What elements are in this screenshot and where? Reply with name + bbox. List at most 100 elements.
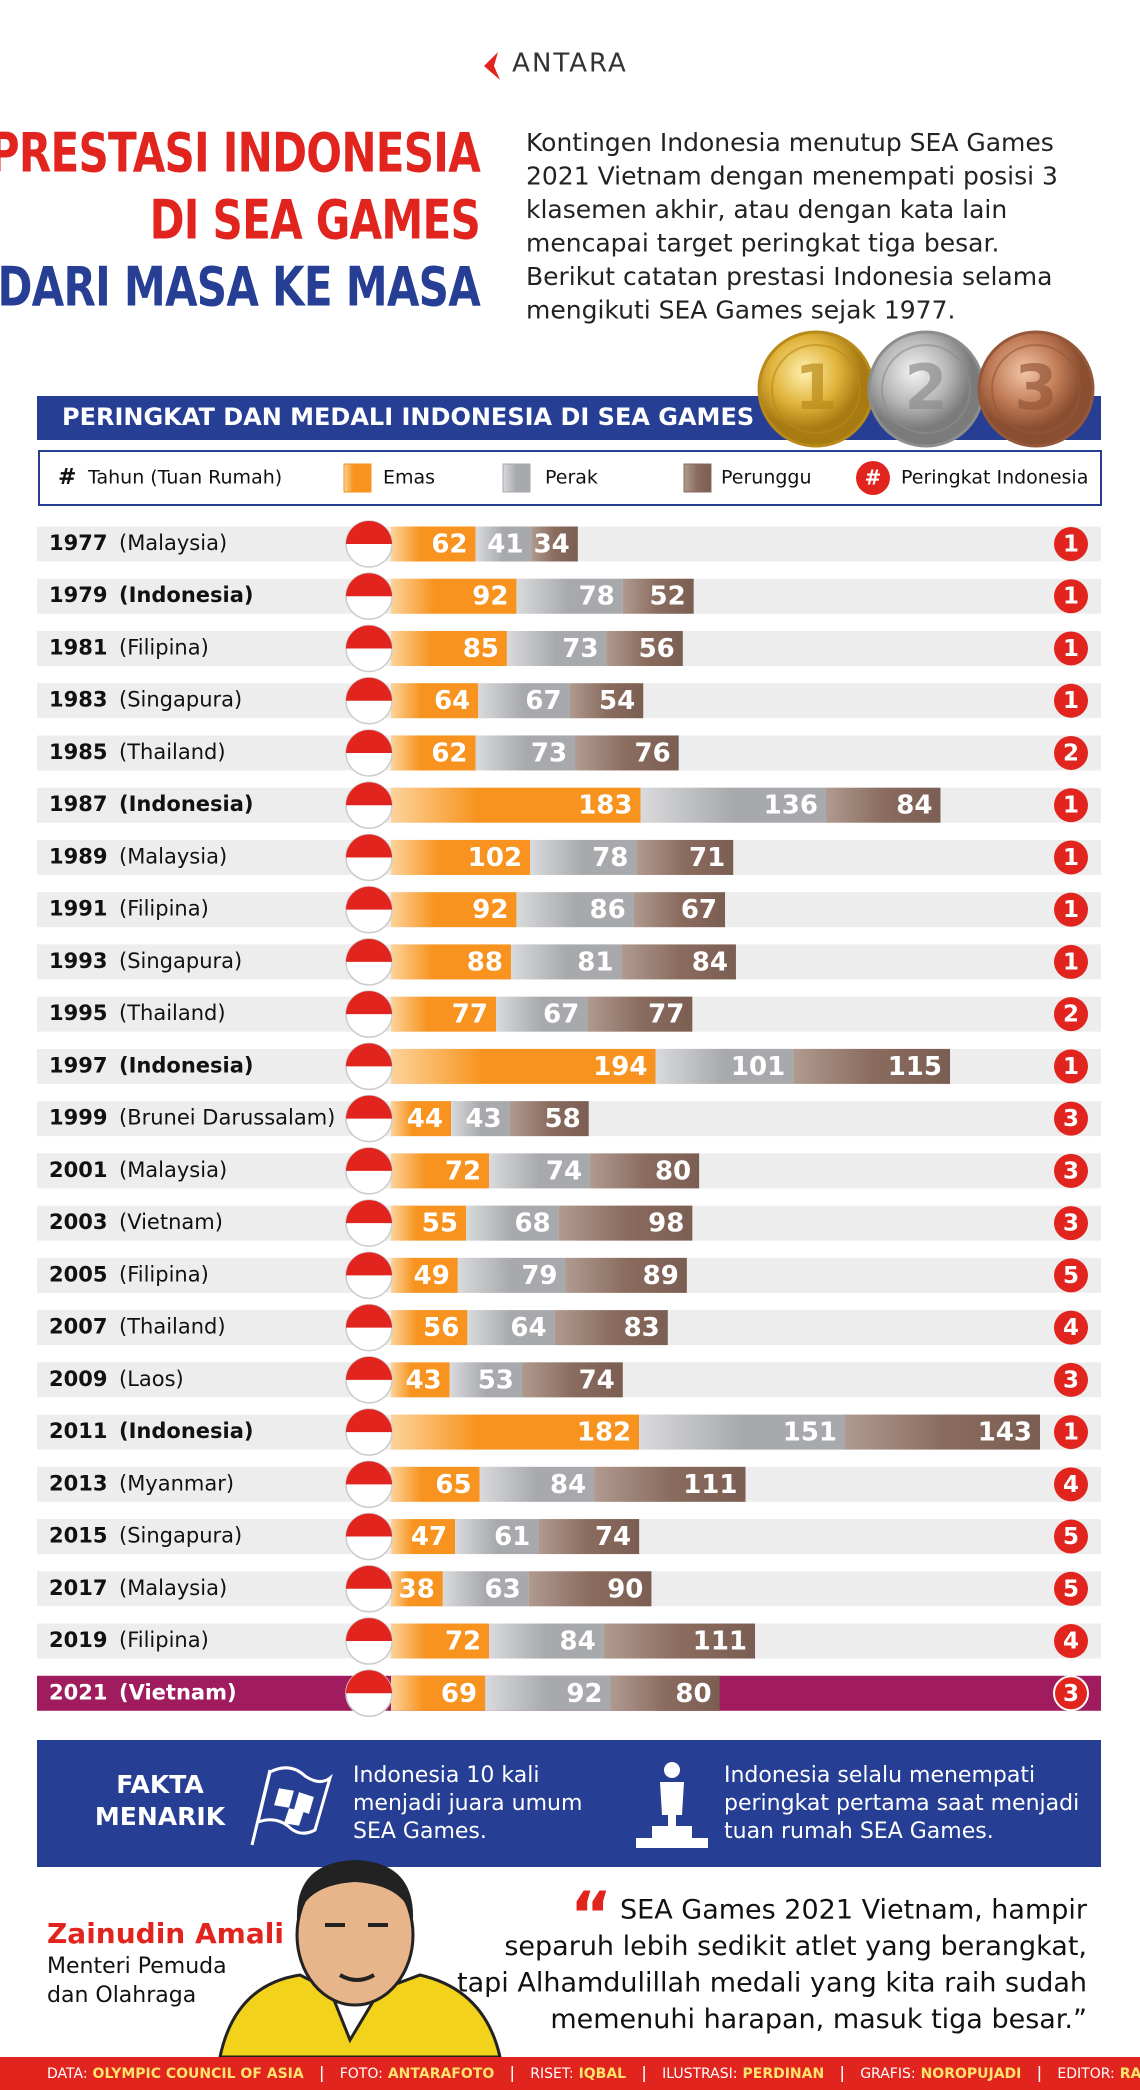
year-label: 2007 xyxy=(49,1315,107,1339)
footer-value: IQBAL xyxy=(579,2066,627,2082)
flag-red xyxy=(346,1618,392,1642)
bar-segment xyxy=(587,996,693,1032)
rank-label: 5 xyxy=(1063,1524,1079,1550)
year-label: 2017 xyxy=(49,1576,107,1600)
person-role: dan Olahraga xyxy=(47,1983,196,2008)
year-label: 1997 xyxy=(49,1053,107,1077)
flag-red xyxy=(346,1147,392,1171)
intro-line: klasemen akhir, atau dengan kata lain xyxy=(526,195,1007,224)
flag xyxy=(345,624,393,673)
bar-segment xyxy=(516,892,634,928)
value-label: 98 xyxy=(648,1209,684,1239)
bar-segment xyxy=(506,630,607,666)
host-label: (Malaysia) xyxy=(119,1158,227,1182)
intro-line: 2021 Vietnam dengan menempati posisi 3 xyxy=(526,162,1058,191)
flag xyxy=(345,1460,393,1509)
bar-segment xyxy=(391,1048,656,1084)
year-label: 1993 xyxy=(49,949,107,973)
value-label: 84 xyxy=(560,1627,596,1657)
person-role: Menteri Pemuda xyxy=(47,1954,227,1979)
legend-swatch xyxy=(343,463,372,493)
host-label: (Indonesia) xyxy=(119,1419,253,1443)
bar-segment xyxy=(825,787,941,823)
title-line: DI SEA GAMES xyxy=(150,189,480,251)
flag-red xyxy=(346,1670,392,1694)
rank-badge xyxy=(1054,1624,1088,1659)
value-label: 136 xyxy=(764,791,818,821)
flag xyxy=(345,938,393,986)
flag-red xyxy=(346,1356,392,1380)
value-label: 92 xyxy=(472,582,508,612)
rank-label: 1 xyxy=(1063,845,1079,871)
flag-red xyxy=(346,1095,392,1119)
value-label: 85 xyxy=(463,634,499,664)
host-label: (Malaysia) xyxy=(119,1576,227,1600)
medal-number: 2 xyxy=(904,351,947,424)
bar-segment xyxy=(531,526,578,562)
flag-red xyxy=(346,1252,392,1276)
value-label: 56 xyxy=(639,634,675,664)
flag-red xyxy=(346,677,392,701)
value-label: 88 xyxy=(467,947,503,977)
year-label: 2001 xyxy=(49,1158,107,1182)
bar-segment xyxy=(465,1205,559,1241)
rank-label: 2 xyxy=(1063,740,1079,766)
host-label: (Brunei Darussalam) xyxy=(119,1106,335,1130)
rank-label: 1 xyxy=(1063,949,1079,975)
value-label: 194 xyxy=(593,1052,647,1082)
value-label: 74 xyxy=(579,1365,615,1395)
quote-line: memenuhi harapan, masuk tiga besar.” xyxy=(550,2004,1087,2035)
legend-label: Perak xyxy=(545,467,598,489)
bar-segment xyxy=(538,1519,640,1555)
value-label: 55 xyxy=(422,1209,458,1239)
bar-segment xyxy=(449,1362,522,1398)
value-label: 63 xyxy=(485,1574,521,1604)
value-label: 80 xyxy=(675,1679,711,1709)
bar-segment xyxy=(391,1623,490,1659)
value-label: 151 xyxy=(783,1418,837,1448)
rank-badge xyxy=(1054,840,1088,875)
value-label: 72 xyxy=(445,1156,481,1186)
rank-label: 1 xyxy=(1063,636,1079,662)
host-label: (Thailand) xyxy=(119,1001,226,1025)
rank-badge xyxy=(1054,892,1088,927)
value-label: 74 xyxy=(546,1156,582,1186)
rank-badge xyxy=(1054,788,1088,823)
flag-red xyxy=(346,1513,392,1537)
intro-line: Kontingen Indonesia menutup SEA Games xyxy=(526,128,1054,157)
flag-icon xyxy=(250,1766,333,1846)
podium-icon xyxy=(636,1762,708,1848)
flag xyxy=(345,572,393,620)
bar-segment xyxy=(391,1466,480,1502)
bar-segment xyxy=(455,1519,539,1555)
footer-value: OLYMPIC COUNCIL OF ASIA xyxy=(93,2066,304,2082)
flag xyxy=(345,1251,393,1300)
bar-segment xyxy=(495,996,588,1032)
rank-label: 3 xyxy=(1063,1211,1079,1237)
rank-label: 4 xyxy=(1063,1629,1079,1655)
flag xyxy=(345,1094,393,1143)
legend-swatch xyxy=(502,463,531,493)
year-label: 2009 xyxy=(49,1367,107,1391)
rank-label: 1 xyxy=(1063,584,1079,610)
value-label: 64 xyxy=(434,686,470,716)
value-label: 101 xyxy=(731,1052,785,1082)
footer-label: EDITOR: xyxy=(1057,2066,1114,2082)
value-label: 47 xyxy=(411,1522,447,1552)
bar-segment xyxy=(485,1675,611,1711)
bar-segment xyxy=(391,1675,486,1711)
value-label: 67 xyxy=(681,895,717,925)
flag-red xyxy=(346,991,392,1015)
bar-segment xyxy=(621,944,736,980)
medal-ring xyxy=(881,344,971,434)
bar-segment xyxy=(475,735,576,771)
footer-value: ANTARAFOTO xyxy=(388,2066,494,2082)
value-label: 65 xyxy=(435,1470,471,1500)
year-label: 1987 xyxy=(49,792,107,816)
value-label: 84 xyxy=(896,791,932,821)
value-label: 92 xyxy=(472,895,508,925)
flag xyxy=(345,1669,393,1718)
year-label: 2005 xyxy=(49,1262,107,1286)
value-label: 43 xyxy=(465,1104,501,1134)
